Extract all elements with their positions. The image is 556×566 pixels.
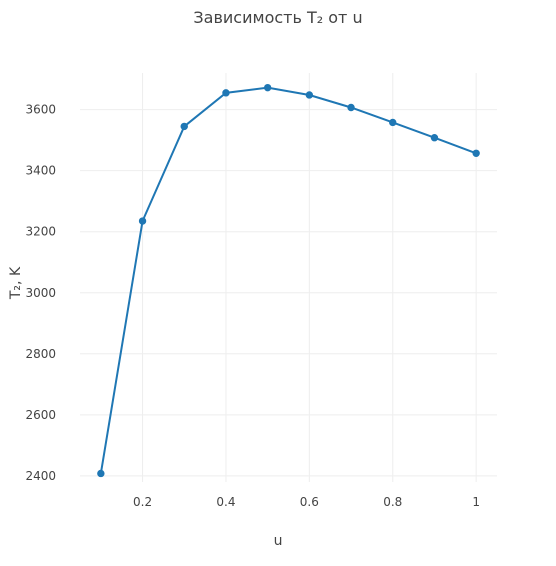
data-point bbox=[222, 89, 230, 97]
data-point bbox=[347, 103, 355, 112]
chart-title: Зависимость T₂ от u bbox=[193, 8, 362, 27]
data-point bbox=[389, 118, 397, 127]
y-tick-label: 2800 bbox=[25, 347, 56, 361]
y-tick-label: 3000 bbox=[25, 286, 56, 300]
data-point bbox=[263, 83, 272, 92]
y-tick-label: 3600 bbox=[25, 103, 56, 117]
y-axis-label: T₂, K bbox=[8, 266, 24, 300]
y-tick-label: 2400 bbox=[25, 469, 56, 483]
data-point bbox=[305, 91, 314, 99]
x-tick-labels: 0.2 0.4 0.6 0.8 1 bbox=[133, 495, 480, 509]
x-tick-label: 0.2 bbox=[133, 495, 152, 509]
x-tick-label: 0.4 bbox=[216, 495, 235, 509]
data-point bbox=[138, 217, 147, 225]
data-point bbox=[430, 134, 439, 142]
y-tick-label: 3200 bbox=[25, 225, 56, 239]
data-point bbox=[97, 469, 105, 478]
series-line bbox=[99, 86, 477, 474]
x-axis-label: u bbox=[274, 533, 283, 549]
data-point bbox=[472, 149, 480, 157]
x-tick-label: 1 bbox=[472, 495, 480, 509]
x-tick-label: 0.8 bbox=[383, 495, 402, 509]
data-point bbox=[180, 122, 188, 131]
series-group bbox=[97, 83, 480, 478]
y-tick-labels: 2400 2600 2800 3000 3200 3400 3600 bbox=[25, 103, 56, 483]
y-tick-label: 2600 bbox=[25, 408, 56, 422]
y-tick-label: 3400 bbox=[25, 164, 56, 178]
grid-lines bbox=[80, 73, 497, 482]
x-tick-label: 0.6 bbox=[300, 495, 319, 509]
